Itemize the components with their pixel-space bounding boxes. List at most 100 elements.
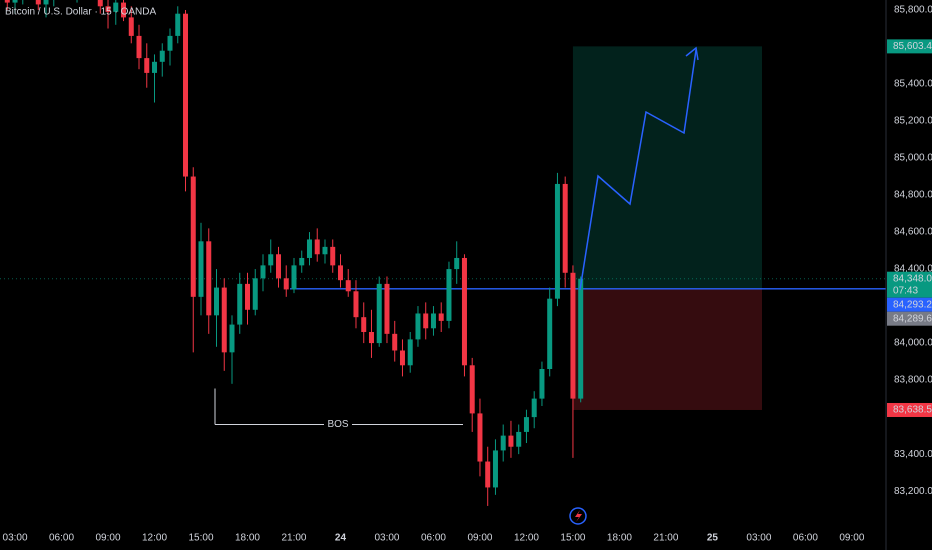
candle-body <box>175 13 181 36</box>
price-label-box <box>887 297 932 312</box>
candle-body <box>159 50 165 62</box>
icon-ring[interactable] <box>569 507 587 525</box>
bos-label: BOS <box>327 419 348 430</box>
candle-body <box>4 0 10 3</box>
candle-body <box>368 331 374 344</box>
candle-body <box>492 450 498 488</box>
y-tick-label: 84,000.0 <box>894 338 932 349</box>
x-tick-label: 09:00 <box>839 533 864 544</box>
candle-body <box>283 278 289 290</box>
candle-body <box>376 283 382 344</box>
candle-body <box>229 324 235 353</box>
replay-icon[interactable] <box>569 507 587 525</box>
candle-body <box>523 417 529 432</box>
candle-body <box>214 287 220 316</box>
price-label: 85,603.4 <box>893 41 932 52</box>
y-tick-label: 84,800.0 <box>894 190 932 201</box>
y-tick-label: 85,400.0 <box>894 79 932 90</box>
candle-body <box>43 0 49 5</box>
plot-area <box>0 0 886 506</box>
candle-body <box>446 269 452 321</box>
price-label-box <box>887 402 932 417</box>
y-tick-label: 83,200.0 <box>894 486 932 497</box>
candle-body <box>345 280 351 292</box>
candle-body <box>206 241 212 316</box>
candle-body <box>237 283 243 325</box>
candle-body <box>531 398 537 418</box>
candle-body <box>291 265 297 290</box>
price-label-box <box>887 311 932 326</box>
x-tick-label: 15:00 <box>560 533 585 544</box>
x-tick-label: 06:00 <box>793 533 818 544</box>
y-tick-label: 84,600.0 <box>894 227 932 238</box>
icon-bolt[interactable] <box>575 510 582 522</box>
y-tick-label: 84,400.0 <box>894 264 932 275</box>
candle-body <box>128 17 134 36</box>
price-label-box <box>887 39 932 54</box>
candle-body <box>361 317 367 332</box>
price-label: 84,289.6 <box>893 313 932 324</box>
x-tick-label: 09:00 <box>467 533 492 544</box>
candle-body <box>244 283 250 310</box>
candle-body <box>167 35 173 51</box>
candle-body <box>144 58 150 73</box>
candle-body <box>353 291 359 318</box>
candle-body <box>508 435 514 447</box>
x-tick-label: 18:00 <box>235 533 260 544</box>
candle-body <box>105 6 111 12</box>
candle-body <box>554 183 560 299</box>
candle-body <box>570 272 576 399</box>
candle-body <box>252 278 258 310</box>
x-tick-label: 12:00 <box>142 533 167 544</box>
candle-body <box>221 287 227 353</box>
price-label: 84,348.0 <box>893 273 932 284</box>
candle-body <box>547 298 553 370</box>
candle-body <box>121 2 127 18</box>
candle-body <box>454 257 460 270</box>
price-label: 83,638.5 <box>893 405 932 416</box>
candle-body <box>35 0 41 5</box>
candle-body <box>337 265 343 281</box>
candle-body <box>198 241 204 297</box>
candle-body <box>97 0 103 7</box>
x-tick-label: 09:00 <box>96 533 121 544</box>
x-tick-label: 03:00 <box>374 533 399 544</box>
arrow-head <box>685 46 699 61</box>
candle-body <box>423 313 429 329</box>
candle-body <box>399 350 405 366</box>
y-tick-label: 85,800.0 <box>894 5 932 16</box>
candle-body <box>469 365 475 414</box>
candle-body <box>260 265 266 279</box>
candle-body <box>430 313 436 329</box>
candle-body <box>562 183 568 273</box>
x-tick-label: 18:00 <box>607 533 632 544</box>
candle-body <box>113 2 119 12</box>
candle-body <box>275 254 281 279</box>
candle-body <box>268 254 274 266</box>
x-tick-label: 21:00 <box>653 533 678 544</box>
candle-body <box>485 461 491 488</box>
x-tick-label: 21:00 <box>281 533 306 544</box>
candle-body <box>322 246 328 255</box>
candle-body <box>516 431 522 447</box>
projection-arrow <box>579 49 697 291</box>
candle-body <box>306 239 312 258</box>
candle-body <box>384 283 390 334</box>
candle-body <box>539 369 545 399</box>
x-tick-label: 15:00 <box>188 533 213 544</box>
candle-body <box>136 35 142 59</box>
candle-body <box>415 313 421 340</box>
candle-body <box>578 278 584 399</box>
chart-title: Bitcoin / U.S. Dollar · 15 · OANDA <box>5 7 156 18</box>
y-tick-label: 83,800.0 <box>894 375 932 386</box>
x-tick-label: 06:00 <box>421 533 446 544</box>
candle-body <box>330 246 336 266</box>
candle-body <box>183 13 189 177</box>
y-tick-label: 85,000.0 <box>894 153 932 164</box>
candle-body <box>190 176 196 297</box>
candle-body <box>500 435 506 451</box>
candle-body <box>438 313 444 321</box>
candle-body <box>299 257 305 266</box>
